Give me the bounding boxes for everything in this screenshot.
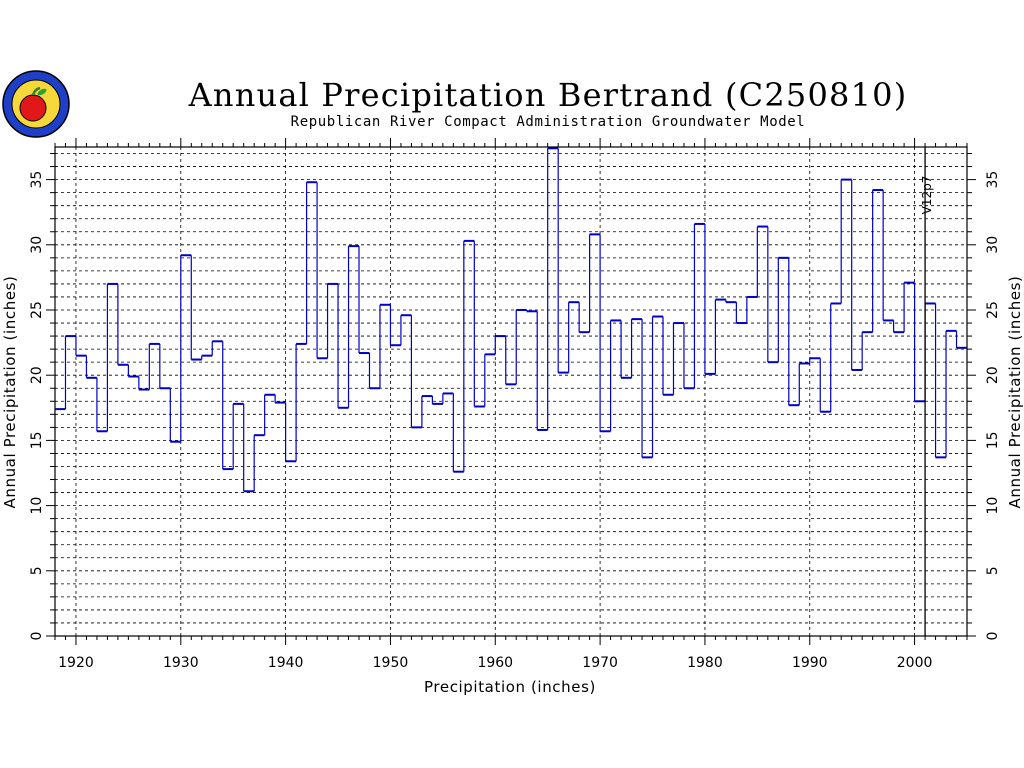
x-tick-label: 1940 xyxy=(268,655,304,671)
plot-frame xyxy=(54,146,968,637)
y-tick-label-left: 30 xyxy=(29,236,45,254)
x-tick-label: 1920 xyxy=(58,655,94,671)
y-tick-label-left: 10 xyxy=(29,497,45,515)
apple-icon xyxy=(19,94,47,122)
y-tick-label-right: 5 xyxy=(985,566,1001,575)
chart-subtitle: Republican River Compact Administration … xyxy=(291,114,806,130)
x-axis-title: Precipitation (inches) xyxy=(424,678,596,696)
y-tick-label-left: 20 xyxy=(29,366,45,384)
x-tick-label: 2000 xyxy=(897,655,933,671)
logo-seal xyxy=(2,70,70,138)
y-axis-title-left: Annual Precipitation (inches) xyxy=(1,275,19,508)
y-tick-label-right: 35 xyxy=(985,171,1001,189)
y-tick-label-right: 0 xyxy=(985,632,1001,641)
x-tick-label: 1930 xyxy=(163,655,199,671)
x-tick-label: 1950 xyxy=(373,655,409,671)
y-tick-label-left: 15 xyxy=(29,431,45,449)
grid xyxy=(55,147,967,636)
y-tick-label-right: 15 xyxy=(985,431,1001,449)
axes xyxy=(46,138,976,645)
x-tick-label: 1990 xyxy=(792,655,828,671)
x-tick-label: 1960 xyxy=(477,655,513,671)
y-tick-label-left: 25 xyxy=(29,301,45,319)
version-annotation: V12p7 xyxy=(920,176,934,215)
x-tick-label: 1980 xyxy=(687,655,723,671)
y-tick-label-left: 0 xyxy=(29,632,45,641)
series-layer xyxy=(55,147,967,493)
chart-title: Annual Precipitation Bertrand (C250810) xyxy=(188,76,908,114)
y-tick-label-left: 5 xyxy=(29,566,45,575)
y-tick-label-right: 25 xyxy=(985,301,1001,319)
y-tick-label-right: 20 xyxy=(985,366,1001,384)
x-tick-label: 1970 xyxy=(582,655,618,671)
y-tick-label-left: 35 xyxy=(29,171,45,189)
y-tick-label-right: 10 xyxy=(985,497,1001,515)
y-tick-label-right: 30 xyxy=(985,236,1001,254)
tick-labels: 0 0 5 5 10 10 15 15 20 20 25 25 30 30 35 35 1920 1930 1940… xyxy=(29,171,1001,671)
y-axis-title-right: Annual Precipitation (inches) xyxy=(1006,275,1024,508)
